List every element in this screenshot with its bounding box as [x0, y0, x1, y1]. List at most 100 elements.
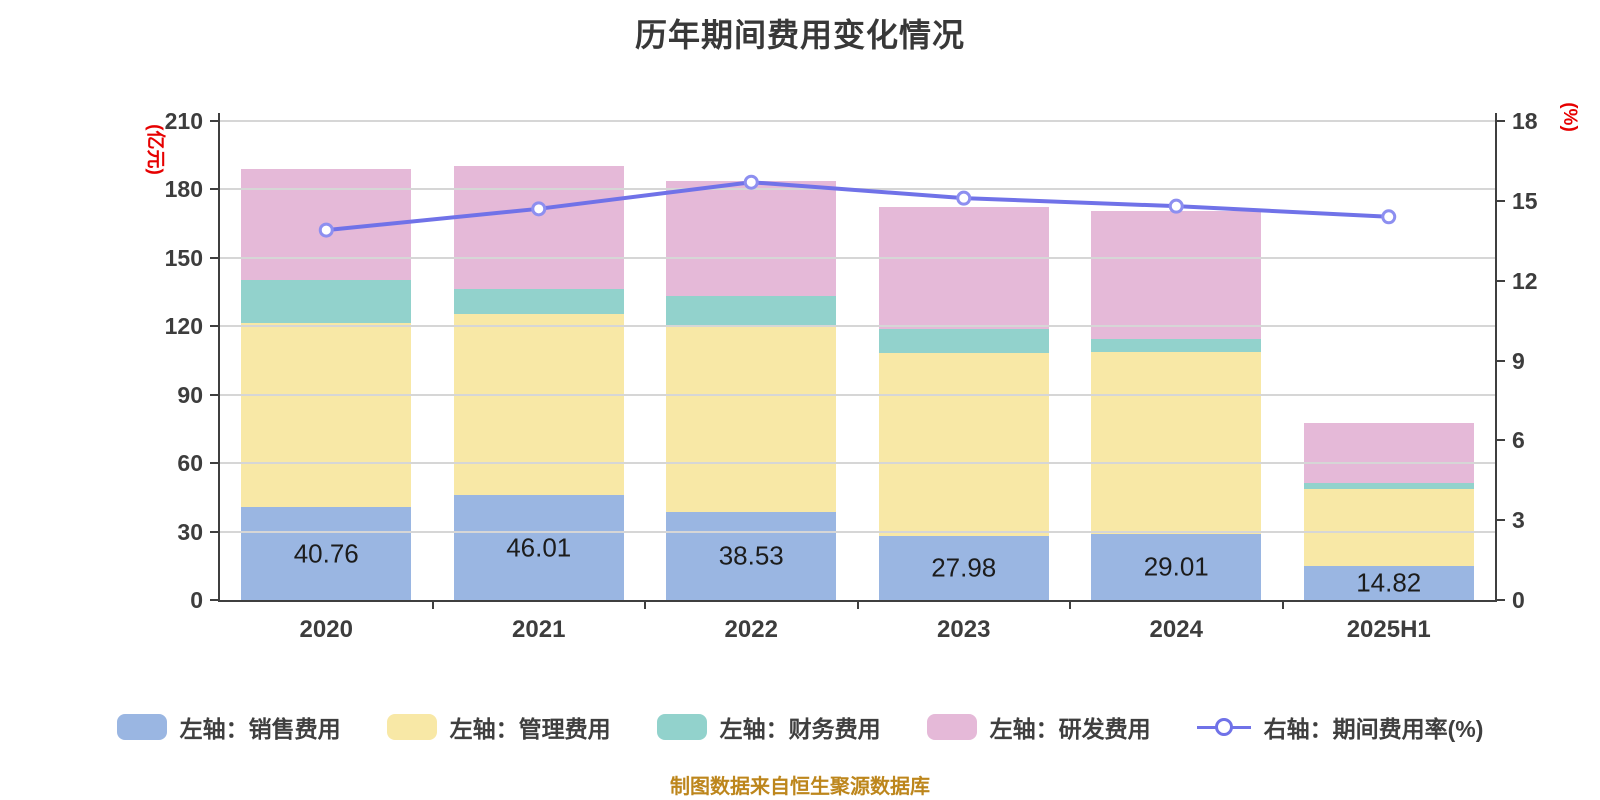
data-source-caption: 制图数据来自恒生聚源数据库	[670, 776, 930, 798]
legend-label: 左轴：研发费用	[989, 716, 1151, 742]
right-axis-tick	[1497, 599, 1505, 601]
rate-line-point-2023[interactable]	[956, 190, 972, 206]
x-axis-category-label-2020: 2020	[299, 616, 353, 643]
legend-item-rate[interactable]: 右轴：期间费用率(%)	[1196, 710, 1484, 744]
bar-value-label: 29.01	[1143, 551, 1209, 582]
legend-item-rnd[interactable]: 左轴：研发费用	[926, 710, 1151, 744]
left-axis-tick-label: 90	[177, 381, 203, 408]
bar-segment-sales-2020[interactable]	[241, 507, 412, 600]
x-axis-category-label-2024: 2024	[1149, 616, 1203, 643]
legend-swatch-admin	[386, 714, 437, 740]
bar-segment-sales-2022[interactable]	[666, 512, 837, 600]
left-axis-tick	[210, 393, 218, 396]
left-axis-tick	[210, 462, 218, 465]
rate-line-point-2022[interactable]	[743, 174, 759, 190]
gridline	[220, 462, 1495, 465]
bar-segment-admin-2021[interactable]	[453, 314, 624, 496]
bar-segment-sales-2024[interactable]	[1091, 533, 1262, 600]
legend-swatch-finance	[656, 714, 707, 740]
legend-item-sales[interactable]: 左轴：销售费用	[116, 710, 341, 744]
gridline	[220, 325, 1495, 328]
right-axis-tick	[1497, 279, 1505, 282]
left-axis-tick	[210, 256, 218, 259]
legend-swatch-sales	[116, 714, 167, 740]
x-axis-tick	[1069, 600, 1071, 609]
x-axis-tick	[1281, 600, 1284, 609]
bar-segment-admin-2025H1[interactable]	[1303, 489, 1474, 567]
right-axis-tick-label: 15	[1512, 187, 1538, 214]
right-axis-tick-label: 6	[1512, 427, 1525, 454]
legend-label: 右轴：期间费用率(%)	[1263, 716, 1484, 742]
bar-segment-rnd-2023[interactable]	[878, 206, 1049, 330]
legend: 左轴：销售费用 左轴：管理费用 左轴：财务费用 左轴：研发费用 右轴：期间费用率(%)	[0, 710, 1600, 744]
rate-line-layer	[318, 174, 1397, 238]
right-axis-tick	[1497, 519, 1505, 522]
bar-segment-sales-2025H1[interactable]	[1303, 566, 1474, 600]
bar-segment-sales-2023[interactable]	[878, 536, 1049, 600]
gridline	[220, 256, 1495, 259]
right-axis-tick-label: 12	[1512, 267, 1538, 294]
bar-segment-admin-2022[interactable]	[666, 325, 837, 513]
bar-segment-finance-2022[interactable]	[666, 296, 837, 326]
bar-segment-rnd-2022[interactable]	[666, 181, 837, 297]
right-axis-unit-label: (%)	[1559, 102, 1580, 132]
left-axis-tick	[210, 120, 218, 122]
legend-item-finance[interactable]: 左轴：财务费用	[656, 710, 881, 744]
left-axis-tick	[210, 599, 218, 601]
legend-label: 左轴：销售费用	[179, 716, 341, 742]
bar-segment-finance-2024[interactable]	[1091, 339, 1262, 353]
x-axis-category-label-2021: 2021	[512, 616, 566, 643]
bar-value-label: 14.82	[1356, 567, 1422, 598]
rate-line-point-2024[interactable]	[1168, 198, 1184, 214]
bar-segment-sales-2021[interactable]	[453, 495, 624, 600]
right-axis-tick-label: 3	[1512, 507, 1525, 534]
x-axis-category-label-2025H1: 2025H1	[1346, 616, 1431, 643]
left-axis-tick	[210, 188, 218, 191]
legend-label: 左轴：财务费用	[719, 716, 881, 742]
bar-segment-finance-2023[interactable]	[878, 329, 1049, 354]
bar-segment-rnd-2025H1[interactable]	[1303, 423, 1474, 483]
rate-line-point-2020[interactable]	[318, 222, 334, 238]
bar-segment-admin-2024[interactable]	[1091, 352, 1262, 534]
legend-item-admin[interactable]: 左轴：管理费用	[386, 710, 611, 744]
left-axis-tick-label: 150	[164, 244, 203, 271]
rate-line-point-2021[interactable]	[531, 201, 547, 217]
x-axis-tick	[856, 600, 859, 609]
bar-value-label: 40.76	[293, 538, 359, 568]
x-axis-tick	[644, 600, 646, 609]
right-axis-tick	[1497, 199, 1505, 202]
right-axis-tick-label: 0	[1512, 587, 1525, 613]
x-axis-category-label-2022: 2022	[724, 616, 778, 643]
left-axis-tick-label: 180	[164, 176, 203, 203]
left-axis-tick-label: 0	[190, 587, 203, 613]
right-axis-tick-label: 9	[1512, 347, 1525, 374]
bar-value-label: 27.98	[931, 552, 997, 583]
legend-line-dot	[1214, 718, 1233, 736]
left-axis-tick-label: 120	[164, 313, 203, 340]
right-axis-tick	[1497, 120, 1505, 122]
bar-segment-finance-2025H1[interactable]	[1303, 482, 1474, 490]
bar-segment-admin-2023[interactable]	[878, 353, 1049, 537]
left-axis-tick-label: 210	[164, 108, 203, 134]
legend-label: 左轴：管理费用	[449, 716, 611, 742]
left-axis-line	[218, 113, 220, 601]
left-axis-tick	[210, 530, 218, 533]
plot-area: 40.76 46.01 38.53 27.98 29.01 14.82	[220, 120, 1495, 600]
bar-segment-finance-2021[interactable]	[453, 289, 624, 315]
legend-swatch-rnd	[926, 714, 977, 740]
bar-segment-rnd-2024[interactable]	[1091, 210, 1262, 340]
right-axis-tick	[1497, 359, 1505, 362]
left-axis-tick-label: 60	[177, 450, 203, 477]
bar-segment-finance-2020[interactable]	[241, 280, 412, 323]
bar-segment-admin-2020[interactable]	[241, 322, 412, 508]
left-axis-tick	[210, 325, 218, 328]
legend-line-marker	[1196, 714, 1251, 740]
right-axis-tick-label: 18	[1512, 108, 1538, 134]
rate-line	[326, 180, 1389, 233]
bar-segment-rnd-2021[interactable]	[453, 165, 624, 290]
gridline	[220, 120, 1495, 122]
x-axis-tick	[431, 600, 434, 609]
rate-line-point-2025H1[interactable]	[1381, 209, 1397, 225]
right-axis-tick	[1497, 439, 1505, 442]
